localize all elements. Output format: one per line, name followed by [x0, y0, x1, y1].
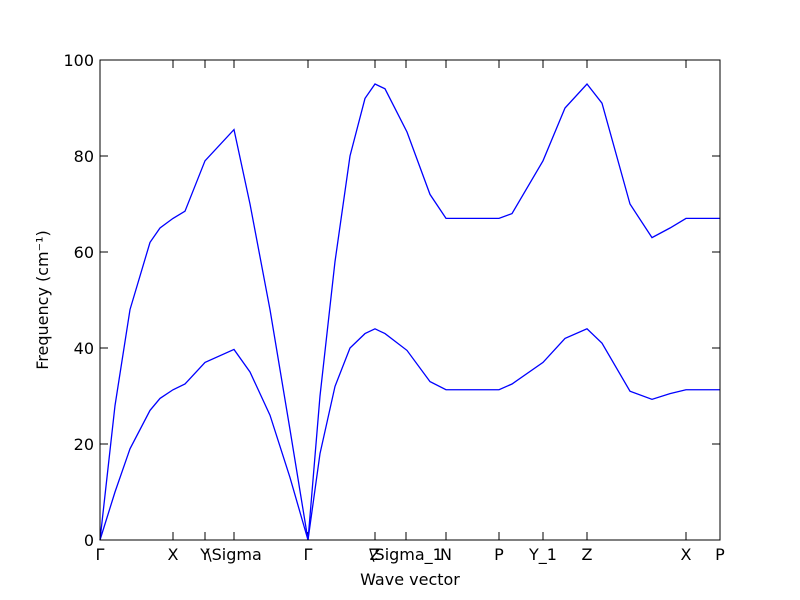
y-tick-label: 20 [74, 435, 94, 454]
x-tick-label: Z [370, 545, 381, 564]
x-tick-label: P [715, 545, 725, 564]
y-tick-label: 100 [63, 51, 94, 70]
x-tick-label: Z [582, 545, 593, 564]
plot-area [100, 60, 720, 540]
y-tick-label: 60 [74, 243, 94, 262]
x-tick-label: Y_1 [528, 545, 557, 565]
y-tick-label: 0 [84, 531, 94, 550]
y-tick-label: 40 [74, 339, 94, 358]
plot-frame [99, 59, 721, 541]
x-axis-label: Wave vector [360, 570, 460, 589]
x-tick-label: Γ [96, 545, 105, 564]
x-tick-label: Y [199, 545, 210, 564]
band-line [99, 82, 720, 541]
y-axis-label: Frequency (cm⁻¹) [33, 230, 52, 369]
x-tick-label: \Sigma [206, 545, 262, 564]
x-tick-label: \Sigma_1 [369, 545, 443, 565]
band-line [99, 328, 720, 541]
x-tick-label: N [440, 545, 452, 564]
x-tick-label: X [168, 545, 179, 564]
x-tick-label: P [494, 545, 504, 564]
y-tick-label: 80 [74, 147, 94, 166]
x-tick-label: Γ [304, 545, 313, 564]
x-tick-label: X [681, 545, 692, 564]
